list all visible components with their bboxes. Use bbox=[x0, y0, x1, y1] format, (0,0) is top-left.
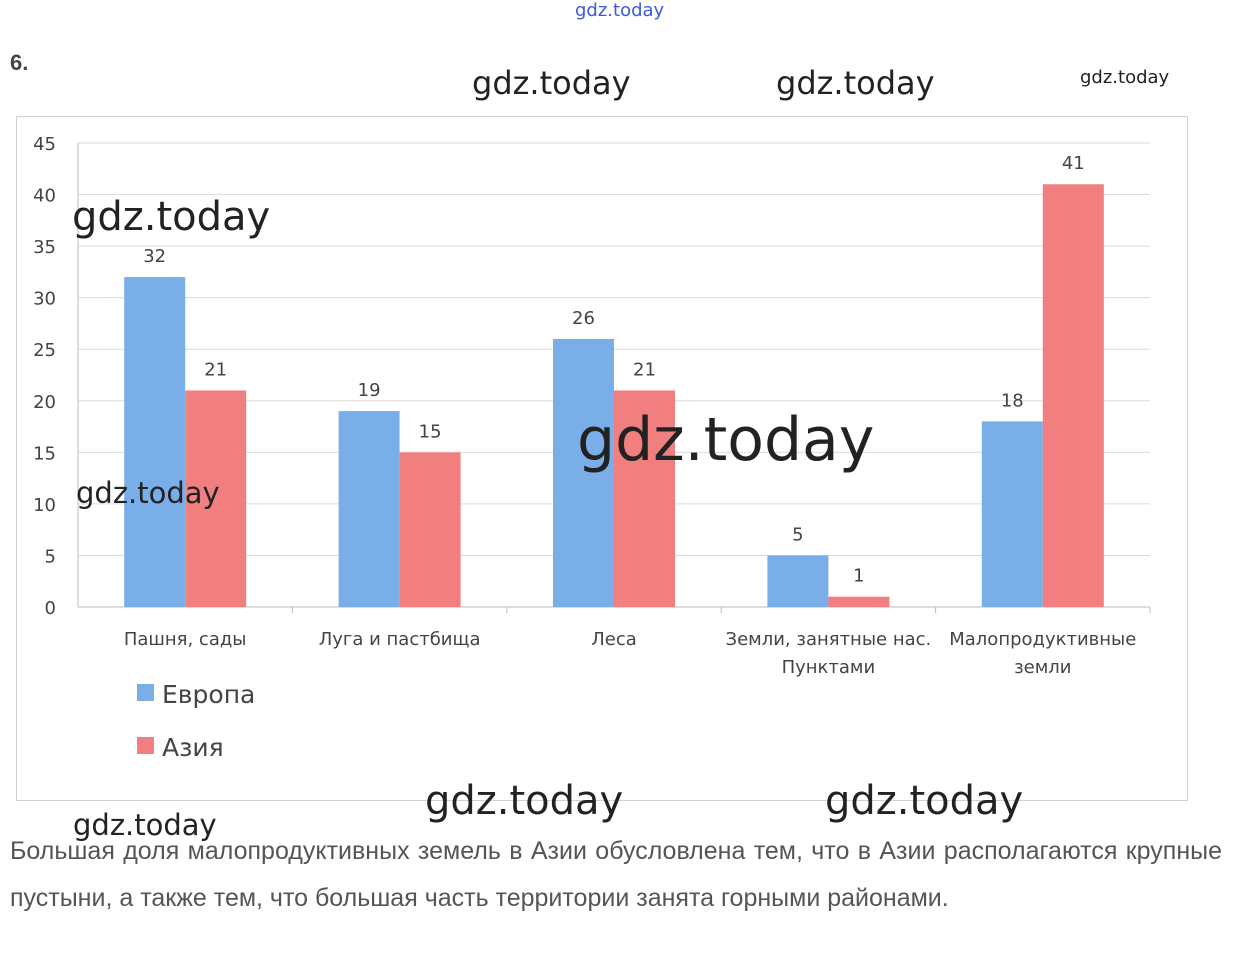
legend-label: Азия bbox=[162, 733, 224, 762]
data-label: 21 bbox=[633, 359, 656, 380]
data-label: 15 bbox=[419, 421, 442, 442]
y-tick-label: 15 bbox=[33, 443, 56, 464]
watermark: gdz.today bbox=[575, 0, 665, 21]
answer-text: Большая доля малопродуктивных земель в А… bbox=[10, 837, 1222, 912]
bar-asia bbox=[1042, 184, 1104, 607]
data-label: 32 bbox=[143, 246, 166, 267]
data-label: 18 bbox=[1001, 390, 1024, 411]
y-tick-label: 40 bbox=[33, 186, 56, 207]
watermark: gdz.today bbox=[1080, 67, 1170, 88]
y-tick-label: 25 bbox=[33, 340, 56, 361]
data-label: 21 bbox=[204, 359, 227, 380]
watermark: gdz.today bbox=[577, 405, 875, 475]
y-tick-label: 10 bbox=[33, 495, 56, 516]
x-tick-label: Земли, занятные нас. bbox=[726, 629, 932, 650]
data-label: 5 bbox=[792, 524, 803, 545]
y-tick-label: 5 bbox=[45, 546, 56, 567]
bar-europe bbox=[981, 421, 1043, 607]
x-tick-label: Леса bbox=[591, 629, 637, 650]
watermark: gdz.today bbox=[72, 194, 271, 240]
task-number: 6. bbox=[10, 50, 29, 75]
y-tick-label: 0 bbox=[45, 598, 56, 619]
watermark: gdz.today bbox=[472, 64, 631, 102]
bar-asia bbox=[185, 390, 247, 607]
watermark: gdz.today bbox=[73, 808, 217, 842]
legend-label: Европа bbox=[162, 680, 255, 709]
x-tick-label: Пунктами bbox=[782, 657, 876, 678]
data-label: 19 bbox=[358, 380, 381, 401]
bar-europe bbox=[767, 555, 829, 607]
data-label: 41 bbox=[1062, 153, 1085, 174]
bar-europe bbox=[553, 338, 614, 607]
chart-frame bbox=[16, 116, 1188, 801]
bar-europe bbox=[338, 411, 400, 607]
watermark: gdz.today bbox=[776, 64, 935, 102]
data-label: 26 bbox=[572, 308, 595, 329]
legend-swatch bbox=[137, 737, 154, 754]
watermark: gdz.today bbox=[425, 778, 624, 824]
y-tick-label: 35 bbox=[33, 237, 56, 258]
watermark: gdz.today bbox=[76, 476, 220, 510]
watermark: gdz.today bbox=[825, 778, 1024, 824]
y-tick-label: 20 bbox=[33, 392, 56, 413]
x-tick-label: Пашня, сады bbox=[124, 629, 247, 650]
y-tick-label: 45 bbox=[33, 134, 56, 155]
bar-asia bbox=[399, 452, 461, 607]
x-tick-label: Луга и пастбища bbox=[319, 629, 481, 650]
bar-asia bbox=[828, 596, 890, 607]
bar-asia bbox=[614, 390, 675, 607]
data-label: 1 bbox=[853, 566, 864, 587]
x-tick-label: Малопродуктивные bbox=[949, 629, 1136, 650]
bar-europe bbox=[124, 277, 186, 607]
legend-swatch bbox=[137, 684, 154, 701]
x-tick-label: земли bbox=[1014, 657, 1071, 678]
y-tick-label: 30 bbox=[33, 289, 56, 310]
